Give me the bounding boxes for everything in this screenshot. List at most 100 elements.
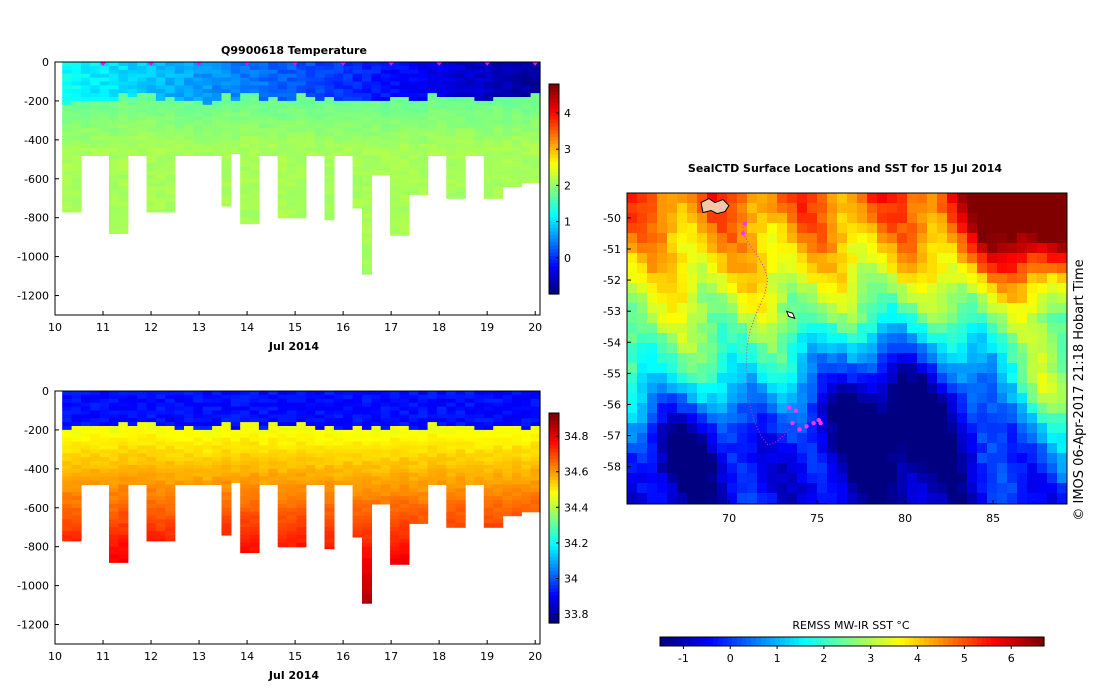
sst-cell	[1017, 393, 1028, 404]
sst-cell	[647, 223, 658, 234]
section-cell	[305, 139, 316, 145]
colorbar-segment	[549, 98, 559, 103]
section-cell	[240, 81, 251, 86]
section-cell	[390, 198, 401, 203]
colorbar-tick-label: 2	[564, 179, 571, 192]
sst-cell	[657, 443, 668, 454]
section-cell	[380, 69, 391, 75]
section-cell	[455, 410, 466, 415]
sst-cell	[877, 383, 888, 394]
sst-cell	[777, 443, 788, 454]
section-cell	[71, 108, 82, 114]
section-cell	[146, 433, 157, 439]
section-cell	[362, 577, 372, 583]
section-cell	[493, 190, 504, 195]
sst-cell	[837, 293, 848, 304]
section-cell	[212, 472, 223, 478]
section-cell	[287, 178, 297, 184]
sst-cell	[1057, 433, 1068, 444]
section-cell	[455, 484, 466, 489]
section-cell	[71, 531, 82, 536]
section-cell	[146, 69, 157, 75]
section-cell	[221, 507, 232, 513]
section-cell	[380, 488, 391, 493]
sst-cell	[1027, 233, 1038, 244]
section-cell	[408, 488, 419, 493]
sst-cell	[987, 453, 998, 464]
sst-cell	[867, 303, 878, 314]
section-cell	[155, 484, 166, 489]
section-cell	[427, 136, 438, 141]
section-cell	[155, 93, 166, 98]
section-cell	[390, 562, 401, 565]
section-cell	[418, 62, 429, 67]
section-cell	[399, 159, 410, 164]
section-cell	[390, 542, 401, 548]
sst-cell	[637, 223, 648, 234]
colorbar-tick-label: 3	[564, 143, 571, 156]
section-cell	[165, 151, 176, 156]
section-cell	[202, 65, 213, 71]
sst-cell	[747, 253, 758, 264]
section-cell	[146, 402, 157, 408]
sst-cell	[897, 463, 908, 474]
sst-cell	[857, 443, 868, 454]
sst-cell	[637, 213, 648, 224]
section-cell	[118, 65, 129, 71]
section-cell	[146, 511, 157, 517]
section-cell	[493, 465, 504, 470]
section-cell	[221, 449, 232, 454]
section-cell	[146, 167, 157, 172]
section-cell	[277, 120, 288, 125]
colorbar-segment	[549, 259, 559, 264]
section-cell	[315, 449, 326, 454]
sst-cell	[917, 413, 928, 424]
sst-cell	[997, 213, 1008, 224]
section-cell	[362, 507, 372, 513]
section-cell	[315, 69, 326, 75]
sst-colorbar-segment	[708, 637, 714, 646]
section-cell	[193, 139, 204, 145]
sst-cell	[957, 223, 968, 234]
section-cell	[137, 116, 148, 121]
sst-cell	[1017, 243, 1028, 254]
section-cell	[109, 398, 119, 404]
section-cell	[474, 81, 485, 86]
section-cell	[71, 155, 82, 160]
section-cell	[155, 394, 166, 400]
section-cell	[530, 402, 541, 408]
section-cell	[80, 65, 91, 71]
sst-cell	[857, 193, 868, 204]
section-cell	[408, 476, 419, 482]
section-cell	[352, 143, 363, 149]
section-cell	[362, 484, 372, 489]
sst-cell	[997, 363, 1008, 374]
section-cell	[362, 402, 372, 408]
section-cell	[287, 542, 297, 548]
sst-cell	[747, 353, 758, 364]
section-cell	[511, 503, 522, 509]
section-cell	[511, 136, 522, 141]
section-cell	[446, 139, 457, 145]
section-cell	[212, 391, 223, 396]
section-cell	[446, 437, 457, 443]
section-cell	[380, 472, 391, 478]
section-cell	[324, 77, 335, 83]
section-cell	[109, 476, 119, 482]
sst-cell	[687, 483, 698, 494]
sst-cell	[807, 423, 818, 434]
section-cell	[221, 147, 232, 153]
sst-cell	[1047, 393, 1058, 404]
sst-cell	[757, 203, 768, 214]
section-cell	[399, 531, 410, 536]
section-cell	[427, 89, 438, 94]
section-cell	[287, 167, 297, 172]
section-cell	[521, 139, 532, 145]
sst-cell	[897, 203, 908, 214]
x-tick-label: 18	[432, 321, 446, 334]
sst-cell	[1047, 473, 1058, 484]
sst-cell	[917, 303, 928, 314]
sst-cell	[937, 363, 948, 374]
section-cell	[483, 143, 494, 149]
sst-cell	[947, 333, 958, 344]
